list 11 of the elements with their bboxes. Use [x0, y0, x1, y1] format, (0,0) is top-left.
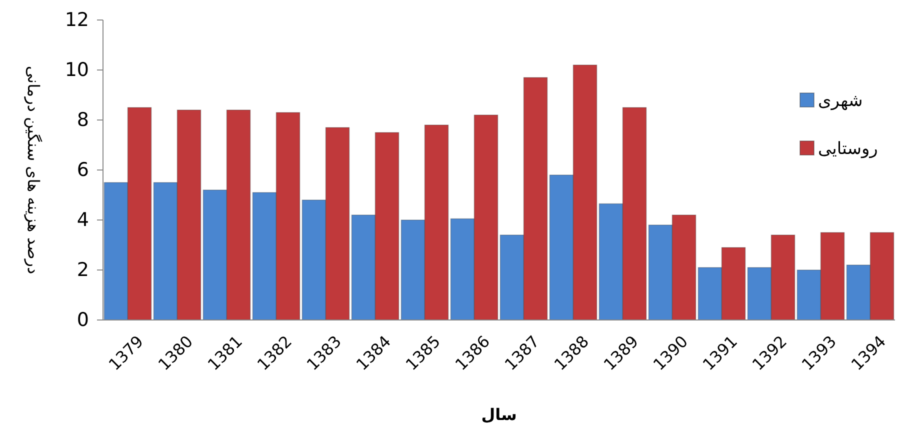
y-tick-label: 4 — [76, 209, 89, 231]
y-tick-label: 10 — [64, 59, 89, 81]
y-tick-label: 2 — [76, 259, 89, 281]
legend-label: روستایی — [818, 139, 878, 159]
legend-label: شهری — [818, 91, 863, 111]
x-axis-title: سال — [481, 405, 517, 424]
y-tick-label: 12 — [64, 9, 89, 31]
y-tick-label: 8 — [76, 109, 89, 131]
y-axis-title: درصد هزینه های سنگین درمانی — [24, 66, 43, 274]
y-tick-label: 0 — [76, 309, 89, 331]
y-tick-label: 6 — [76, 159, 89, 181]
